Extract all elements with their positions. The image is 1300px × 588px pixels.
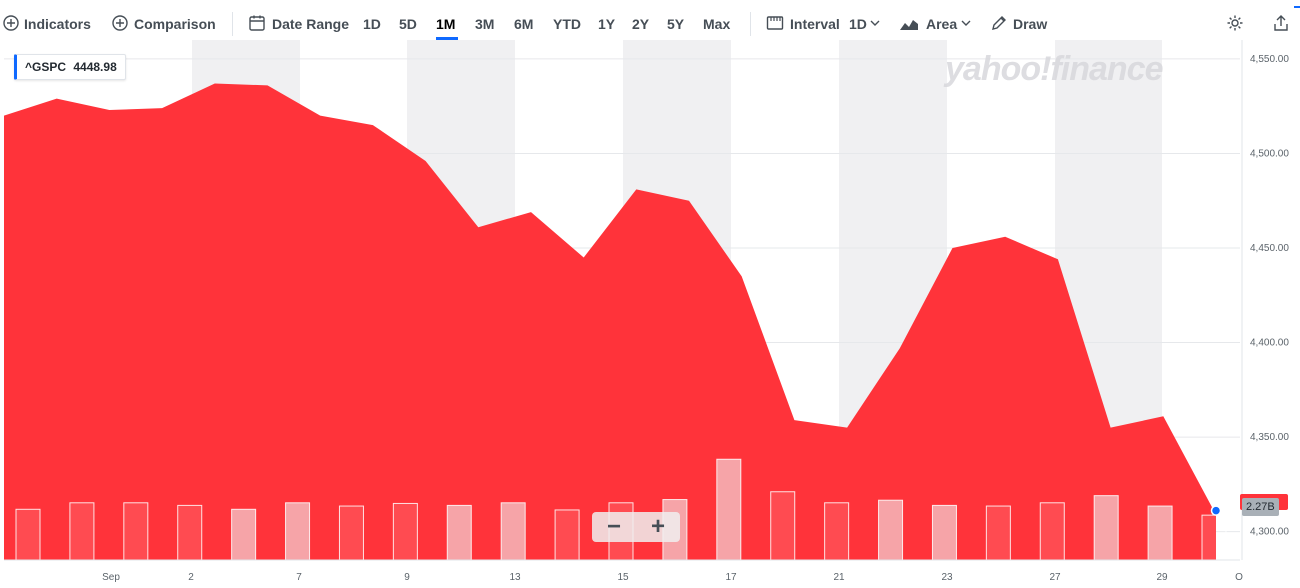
chevron-down-icon[interactable] bbox=[961, 19, 971, 27]
yahoo-finance-logo: yahoo!finance bbox=[945, 50, 1163, 88]
blue-corner-mark bbox=[1294, 0, 1300, 8]
x-tick-label: 9 bbox=[404, 572, 410, 583]
interval-icon[interactable] bbox=[766, 14, 784, 32]
volume-bar bbox=[69, 502, 95, 561]
volume-bar bbox=[177, 504, 203, 561]
x-tick-label: 21 bbox=[833, 572, 845, 583]
volume-bar bbox=[231, 508, 257, 561]
plus-circle-icon[interactable] bbox=[2, 14, 20, 32]
volume-bar bbox=[1039, 502, 1065, 561]
volume-bar bbox=[1147, 505, 1173, 561]
chart-toolbar: Indicators Comparison Date Range 1D 5D 1… bbox=[0, 0, 1300, 46]
x-tick-label: 29 bbox=[1156, 572, 1168, 583]
quote-price: 4448.98 bbox=[73, 60, 117, 74]
pencil-icon[interactable] bbox=[990, 14, 1008, 32]
range-3m[interactable]: 3M bbox=[475, 16, 495, 32]
volume-bar bbox=[931, 504, 957, 561]
x-tick-label: 2 bbox=[188, 572, 194, 583]
y-tick-label: 4,350.00 bbox=[1250, 432, 1289, 443]
volume-bar bbox=[554, 509, 580, 561]
x-tick-label: 7 bbox=[296, 572, 302, 583]
range-5y[interactable]: 5Y bbox=[667, 16, 685, 32]
volume-bar bbox=[500, 502, 526, 561]
range-1y[interactable]: 1Y bbox=[598, 16, 616, 32]
volume-bar bbox=[285, 502, 311, 561]
interval-label[interactable]: Interval bbox=[790, 16, 840, 32]
share-icon[interactable] bbox=[1272, 14, 1290, 32]
zoom-out-button[interactable]: − bbox=[606, 513, 621, 540]
x-tick-label: 13 bbox=[509, 572, 521, 583]
price-area bbox=[4, 83, 1216, 560]
comparison-button[interactable]: Comparison bbox=[134, 16, 216, 32]
range-max[interactable]: Max bbox=[703, 16, 731, 32]
x-tick-label: 17 bbox=[725, 572, 737, 583]
y-tick-label: 4,300.00 bbox=[1250, 527, 1289, 538]
range-1d[interactable]: 1D bbox=[363, 16, 381, 32]
draw-button[interactable]: Draw bbox=[1013, 16, 1048, 32]
volume-bar bbox=[878, 499, 904, 561]
y-tick-label: 4,400.00 bbox=[1250, 338, 1289, 349]
volume-bar bbox=[446, 504, 472, 561]
chart-canvas[interactable]: 4,550.00 4,500.00 4,450.00 4,400.00 4,350.00… bbox=[0, 40, 1300, 588]
area-chart-icon[interactable] bbox=[899, 14, 919, 32]
indicators-button[interactable]: Indicators bbox=[24, 16, 91, 32]
y-tick-label: 4,550.00 bbox=[1250, 54, 1289, 65]
calendar-icon[interactable] bbox=[248, 14, 266, 32]
volume-bar bbox=[824, 502, 850, 561]
range-2y[interactable]: 2Y bbox=[632, 16, 650, 32]
volume-bar bbox=[1201, 514, 1227, 561]
x-tick-label: O bbox=[1235, 572, 1243, 583]
last-price-dot bbox=[1210, 505, 1222, 516]
volume-bar bbox=[392, 502, 418, 561]
range-6m[interactable]: 6M bbox=[514, 16, 534, 32]
zoom-control: − + bbox=[592, 512, 680, 542]
volume-bar bbox=[1093, 495, 1119, 561]
x-tick-label: 23 bbox=[941, 572, 953, 583]
price-chart[interactable]: 4,550.00 4,500.00 4,450.00 4,400.00 4,350.00… bbox=[0, 40, 1300, 588]
quote-badge: ^GSPC 4448.98 bbox=[14, 54, 126, 80]
volume-bar bbox=[338, 505, 364, 561]
range-1m[interactable]: 1M bbox=[436, 16, 456, 32]
volume-bar bbox=[716, 458, 742, 561]
quote-symbol: ^GSPC bbox=[25, 60, 67, 74]
zoom-in-button[interactable]: + bbox=[650, 513, 665, 540]
toolbar-divider bbox=[232, 12, 233, 36]
y-tick-label: 4,450.00 bbox=[1250, 243, 1289, 254]
plus-circle-icon[interactable] bbox=[111, 14, 129, 32]
chart-type-button[interactable]: Area bbox=[926, 16, 958, 32]
y-tick-label: 4,500.00 bbox=[1250, 148, 1289, 159]
volume-bar bbox=[770, 491, 796, 561]
range-5d[interactable]: 5D bbox=[399, 16, 417, 32]
volume-bar bbox=[985, 505, 1011, 561]
date-range-button[interactable]: Date Range bbox=[272, 16, 350, 32]
volume-bar bbox=[15, 508, 41, 561]
volume-bar bbox=[123, 502, 149, 561]
x-tick-label: 27 bbox=[1049, 572, 1061, 583]
x-tick-label: 15 bbox=[617, 572, 629, 583]
range-ytd[interactable]: YTD bbox=[553, 16, 581, 32]
toolbar-divider bbox=[750, 12, 751, 36]
interval-value[interactable]: 1D bbox=[849, 16, 867, 32]
volume-badge: 2.27B bbox=[1242, 498, 1279, 516]
chevron-down-icon[interactable] bbox=[870, 19, 880, 27]
selected-range-indicator bbox=[436, 37, 458, 40]
gear-icon[interactable] bbox=[1226, 14, 1244, 32]
x-tick-label: Sep bbox=[102, 572, 120, 583]
